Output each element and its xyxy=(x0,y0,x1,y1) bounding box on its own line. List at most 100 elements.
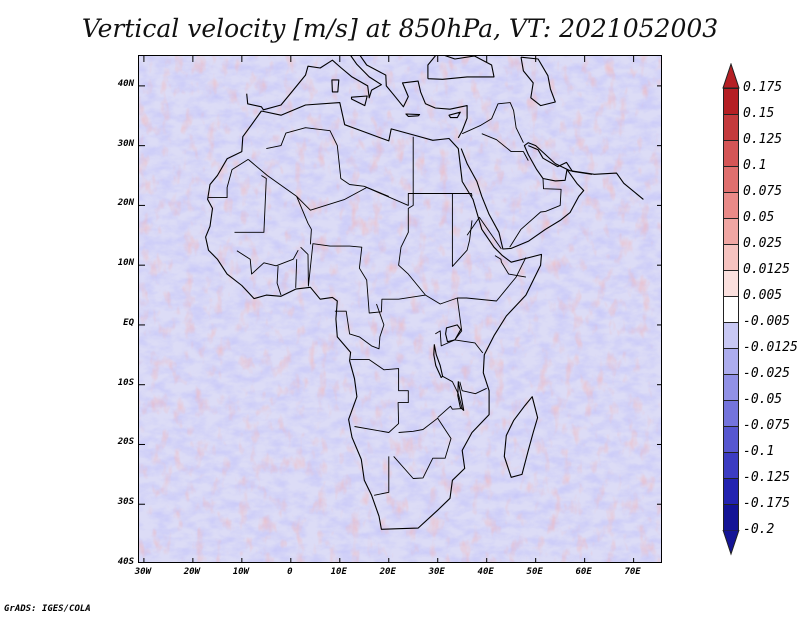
colorbar-segment xyxy=(723,478,739,504)
lon-tick-label: 40E xyxy=(477,567,494,577)
arabia-coastline xyxy=(460,142,644,250)
cyprus-coast xyxy=(448,111,461,119)
country-border xyxy=(350,359,409,433)
colorbar-tick-label: -0.075 xyxy=(743,418,790,433)
lat-tick-label: 20N xyxy=(117,198,134,209)
lon-tick-label: 10E xyxy=(330,567,347,577)
country-border xyxy=(437,375,463,418)
colorbar-tick-label: 0.125 xyxy=(743,132,783,147)
country-border xyxy=(435,330,484,354)
country-border xyxy=(207,159,249,199)
africa-coastline xyxy=(205,102,543,530)
colorbar-min-arrow xyxy=(722,530,740,556)
lon-tick-label: 50E xyxy=(526,567,543,577)
country-border xyxy=(296,196,312,245)
colorbar-tick-label: 0.1 xyxy=(743,158,767,173)
colorbar-segment xyxy=(723,296,739,322)
lat-tick-label: 10S xyxy=(117,377,134,388)
black-sea-coast xyxy=(427,56,495,80)
lat-tick-label: 40N xyxy=(117,78,134,89)
country-border xyxy=(247,159,414,211)
mediterranean-north-coast xyxy=(246,56,468,139)
colorbar-segment xyxy=(723,348,739,374)
lon-tick-label: 30W xyxy=(134,567,152,577)
country-border xyxy=(454,297,463,341)
country-border xyxy=(451,193,473,267)
colorbar-segment xyxy=(723,426,739,452)
colorbar-tick-label: 0.075 xyxy=(743,184,783,199)
lake-tanganyika xyxy=(433,344,444,379)
lon-tick-label: 60E xyxy=(575,567,592,577)
lat-tick-label: 20S xyxy=(117,437,134,448)
colorbar-tick-label: -0.005 xyxy=(743,314,790,329)
lat-tick-label: 10N xyxy=(117,258,134,269)
colorbar-tick-label: -0.025 xyxy=(743,366,790,381)
colorbar-segment xyxy=(723,322,739,348)
colorbar-tick-label: 0.0125 xyxy=(743,262,790,277)
colorbar-segment xyxy=(723,504,739,530)
colorbar-segment xyxy=(723,244,739,270)
country-border xyxy=(374,456,390,496)
colorbar-segment xyxy=(723,218,739,244)
lon-tick-label: 20W xyxy=(183,567,200,577)
lat-tick-label: 30S xyxy=(117,497,134,508)
country-border xyxy=(481,133,529,161)
country-border xyxy=(413,193,473,197)
map-features xyxy=(139,56,661,562)
colorbar-segment xyxy=(723,140,739,166)
lon-tick-label: 10W xyxy=(232,567,249,577)
lon-tick-label: 70E xyxy=(624,567,641,577)
colorbar-segment xyxy=(723,114,739,140)
country-border xyxy=(266,127,389,197)
colorbar-tick-label: 0.15 xyxy=(743,106,775,121)
caspian-coast xyxy=(520,56,556,107)
madagascar-coastline xyxy=(503,396,539,478)
colorbar-segment xyxy=(723,88,739,114)
country-border xyxy=(300,243,426,314)
updraft-texture xyxy=(139,56,661,562)
country-border xyxy=(393,417,452,479)
country-border xyxy=(459,381,487,395)
colorbar-max-arrow xyxy=(722,63,740,89)
country-border xyxy=(234,175,267,233)
lat-tick-label: 30N xyxy=(117,138,134,149)
map-frame xyxy=(138,55,662,563)
country-border xyxy=(462,102,524,143)
colorbar-segment xyxy=(723,400,739,426)
colorbar-tick-label: -0.05 xyxy=(743,392,783,407)
colorbar-tick-label: -0.175 xyxy=(743,496,790,511)
sicily-coast xyxy=(350,95,368,107)
colorbar-tick-label: 0.05 xyxy=(743,210,775,225)
colorbar-segment xyxy=(723,192,739,218)
country-border xyxy=(276,265,282,296)
colorbar-tick-label: 0.175 xyxy=(743,80,783,95)
lon-tick-label: 0 xyxy=(287,567,293,577)
colorbar-segment xyxy=(723,452,739,478)
colorbar-tick-label: -0.125 xyxy=(743,470,790,485)
lon-tick-label: 20E xyxy=(379,567,396,577)
crete-coast xyxy=(405,113,421,117)
country-border xyxy=(334,303,385,350)
colorbar-tick-label: -0.2 xyxy=(743,522,775,537)
country-border xyxy=(398,136,527,305)
colorbar-tick-label: -0.0125 xyxy=(743,340,798,355)
footer-credit: GrADS: IGES/COLA xyxy=(4,604,91,614)
colorbar-tick-label: 0.025 xyxy=(743,236,783,251)
colorbar-segment xyxy=(723,270,739,296)
colorbar-segment xyxy=(723,374,739,400)
country-border xyxy=(509,210,546,248)
country-border xyxy=(236,249,299,275)
chart-title: Vertical velocity [m/s] at 850hPa, VT: 2… xyxy=(81,14,719,43)
colorbar-segment xyxy=(723,166,739,192)
iran-coast xyxy=(528,145,593,175)
velocity-map xyxy=(139,56,661,562)
colorbar-tick-label: 0.005 xyxy=(743,288,783,303)
lat-tick-label: 40S xyxy=(117,557,134,567)
country-border xyxy=(542,178,562,212)
lon-tick-label: 30E xyxy=(428,567,445,577)
sardinia-coast xyxy=(331,79,340,93)
country-border xyxy=(295,259,298,288)
country-border xyxy=(494,255,526,278)
colorbar-tick-label: -0.1 xyxy=(743,444,775,459)
lat-tick-label: EQ xyxy=(123,317,134,328)
